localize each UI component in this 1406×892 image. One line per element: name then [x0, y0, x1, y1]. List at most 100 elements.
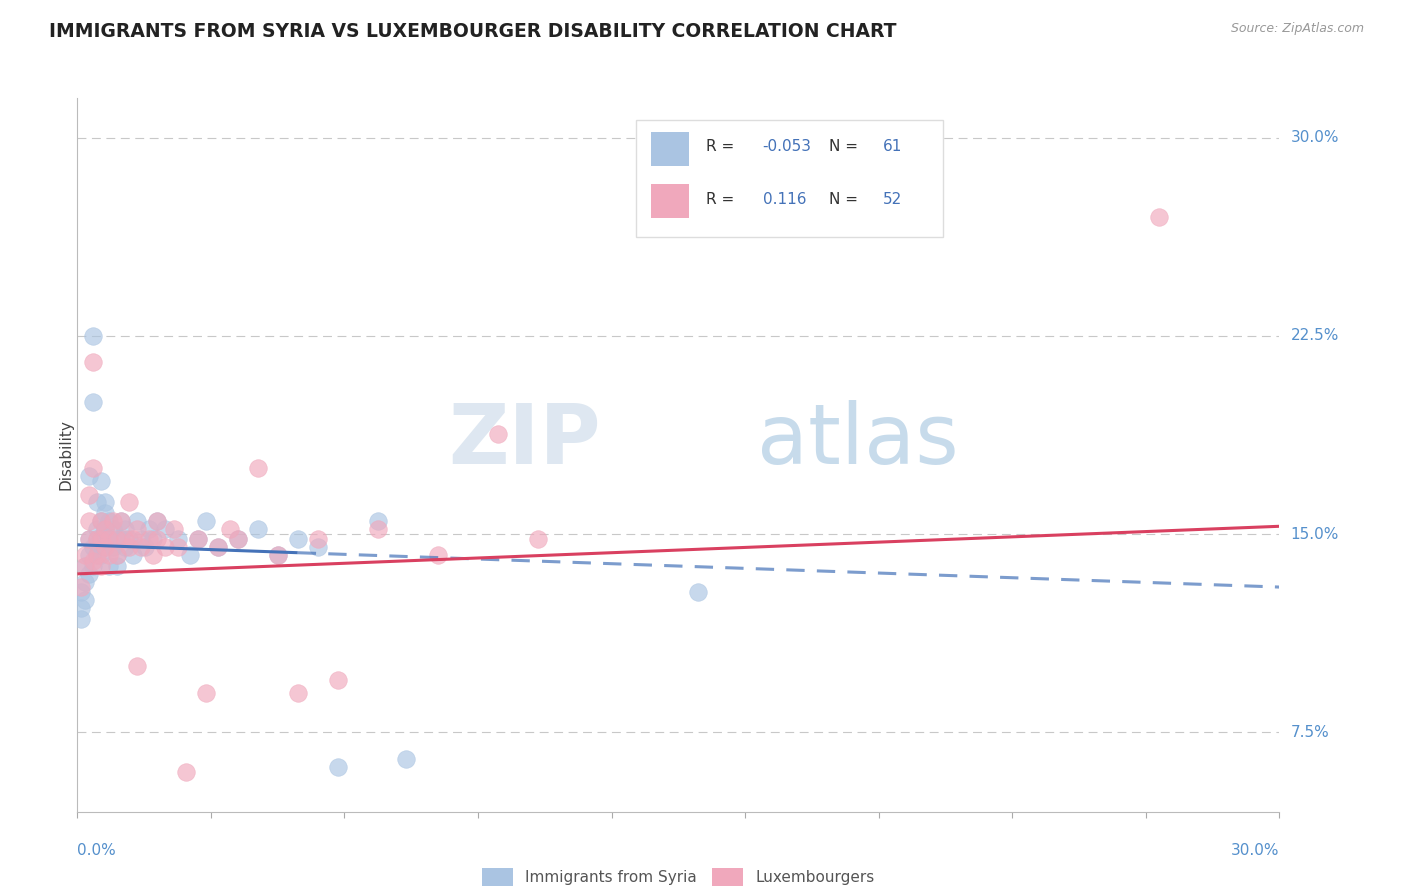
Text: Source: ZipAtlas.com: Source: ZipAtlas.com	[1230, 22, 1364, 36]
Point	[326, 760, 349, 774]
Point	[131, 541, 153, 555]
Point	[146, 514, 169, 528]
Point	[98, 533, 121, 547]
Point	[186, 533, 209, 547]
Point	[110, 514, 132, 528]
Point	[142, 549, 165, 563]
Point	[79, 549, 101, 563]
Point	[127, 659, 149, 673]
Legend: Immigrants from Syria, Luxembourgers: Immigrants from Syria, Luxembourgers	[482, 869, 875, 886]
Text: 61: 61	[883, 139, 903, 154]
Point	[94, 541, 117, 555]
Point	[90, 514, 112, 528]
Point	[98, 558, 121, 573]
Point	[103, 522, 125, 536]
Point	[94, 495, 117, 509]
Point	[94, 541, 117, 555]
Point	[194, 686, 217, 700]
Point	[146, 514, 169, 528]
Y-axis label: Disability: Disability	[59, 419, 73, 491]
Point	[207, 541, 229, 555]
Text: IMMIGRANTS FROM SYRIA VS LUXEMBOURGER DISABILITY CORRELATION CHART: IMMIGRANTS FROM SYRIA VS LUXEMBOURGER DI…	[49, 22, 897, 41]
Point	[79, 533, 101, 547]
Point	[246, 461, 269, 475]
Text: -0.053: -0.053	[762, 139, 811, 154]
Point	[527, 533, 550, 547]
Point	[155, 541, 177, 555]
Point	[94, 522, 117, 536]
Point	[127, 514, 149, 528]
Point	[79, 469, 101, 483]
Text: 0.116: 0.116	[762, 192, 806, 207]
Point	[110, 533, 132, 547]
Point	[287, 533, 309, 547]
Text: 22.5%: 22.5%	[1291, 328, 1339, 343]
Point	[75, 549, 97, 563]
Point	[246, 522, 269, 536]
Point	[114, 522, 136, 536]
Point	[427, 549, 450, 563]
Point	[142, 533, 165, 547]
Point	[186, 533, 209, 547]
Point	[114, 541, 136, 555]
Point	[75, 558, 97, 573]
Point	[98, 514, 121, 528]
Text: 30.0%: 30.0%	[1291, 130, 1339, 145]
Point	[134, 541, 156, 555]
Text: N =: N =	[828, 192, 862, 207]
Point	[90, 533, 112, 547]
Point	[114, 533, 136, 547]
Point	[86, 495, 108, 509]
Point	[110, 514, 132, 528]
Point	[155, 522, 177, 536]
Point	[75, 558, 97, 573]
Point	[107, 549, 129, 563]
Point	[122, 549, 145, 563]
Point	[70, 601, 93, 615]
Point	[98, 533, 121, 547]
Text: 0.0%: 0.0%	[77, 844, 117, 858]
Point	[75, 593, 97, 607]
Point	[367, 522, 389, 536]
Point	[82, 461, 104, 475]
Point	[127, 522, 149, 536]
Point	[226, 533, 249, 547]
Point	[82, 395, 104, 409]
Point	[70, 585, 93, 599]
Point	[103, 514, 125, 528]
Point	[688, 585, 710, 599]
Point	[82, 558, 104, 573]
Point	[218, 522, 240, 536]
Point	[94, 522, 117, 536]
Point	[138, 533, 160, 547]
Text: R =: R =	[706, 192, 740, 207]
Point	[103, 541, 125, 555]
FancyBboxPatch shape	[637, 120, 943, 237]
Point	[1149, 210, 1171, 224]
Text: 52: 52	[883, 192, 903, 207]
Point	[107, 533, 129, 547]
Point	[326, 673, 349, 687]
Point	[82, 329, 104, 343]
Point	[107, 549, 129, 563]
Point	[82, 355, 104, 369]
Point	[107, 558, 129, 573]
Point	[86, 533, 108, 547]
Text: R =: R =	[706, 139, 740, 154]
Point	[90, 533, 112, 547]
Text: 30.0%: 30.0%	[1232, 844, 1279, 858]
Point	[90, 475, 112, 489]
Point	[118, 533, 141, 547]
Text: 15.0%: 15.0%	[1291, 526, 1339, 541]
Text: ZIP: ZIP	[447, 401, 600, 481]
Point	[166, 533, 188, 547]
Point	[486, 426, 509, 441]
Point	[267, 549, 290, 563]
Point	[131, 533, 153, 547]
Point	[94, 506, 117, 520]
Point	[86, 549, 108, 563]
Point	[82, 541, 104, 555]
Point	[118, 495, 141, 509]
Point	[75, 574, 97, 589]
Point	[118, 541, 141, 555]
